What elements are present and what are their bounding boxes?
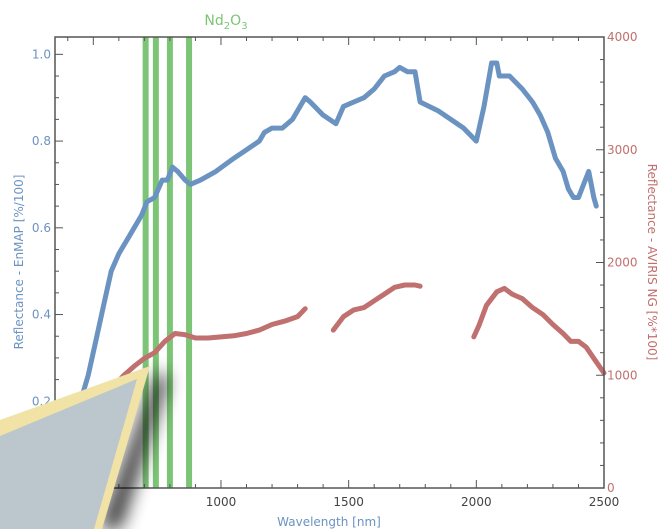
annotation-band-3 (186, 37, 193, 488)
y-right-tick-label: 4000 (607, 30, 638, 44)
y-right-tick-label: 2000 (607, 256, 638, 270)
axes (54, 36, 605, 489)
y-right-axis-title: Reflectance - AVIRIS NG [%*100] (645, 164, 659, 361)
annotation-label: Nd2O3 (204, 13, 247, 32)
x-tick-label: 2000 (461, 495, 492, 509)
y-right-tick-label: 3000 (607, 143, 638, 157)
annotation-bands (142, 37, 193, 488)
y-right-tick-label: 0 (607, 481, 615, 495)
overlay-shape (0, 366, 168, 529)
series-1-line-1 (330, 282, 423, 333)
y-left-tick-label: 1.0 (32, 47, 51, 61)
y-left-tick-label: 0.8 (32, 134, 51, 148)
overlay-shadow (100, 370, 168, 529)
annotation-band-1 (152, 37, 159, 488)
overlay-panel (0, 379, 137, 529)
series-1-line-2 (471, 285, 607, 376)
y-left-tick-label: 0.6 (32, 221, 51, 235)
y-left-tick-label: 0.4 (32, 308, 51, 322)
plot-frame (54, 36, 605, 489)
x-tick-label: 1000 (206, 495, 237, 509)
x-axis-title: Wavelength [nm] (277, 515, 381, 529)
annotation-band-2 (166, 37, 173, 488)
x-tick-label: 2500 (589, 495, 620, 509)
y-left-axis-title: Reflectance - EnMAP [%/100] (12, 175, 26, 350)
x-tick-label: 1500 (333, 495, 364, 509)
annotation-band-0 (142, 37, 149, 488)
y-right-tick-label: 1000 (607, 368, 638, 382)
series-0-line-0 (62, 60, 599, 448)
